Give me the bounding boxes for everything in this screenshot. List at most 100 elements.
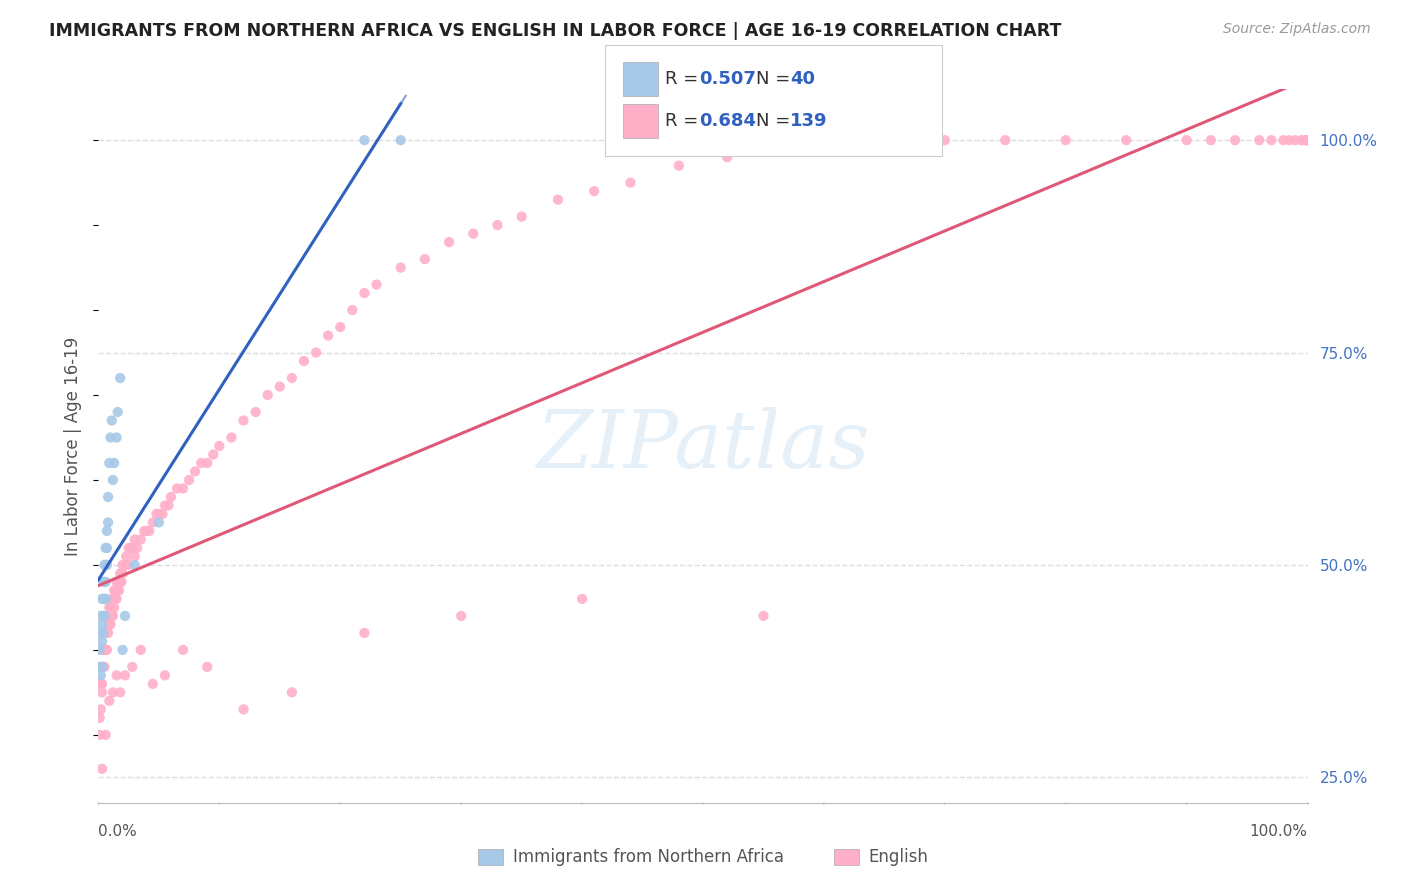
Point [510,210,533,224]
Point [716,150,738,164]
Point [134,524,156,538]
Point [121,660,143,674]
Point [1296,133,1319,147]
Point [342,303,364,318]
Point [91,591,114,606]
Text: N =: N = [756,112,796,130]
Point [366,277,388,292]
Point [152,507,174,521]
Point [450,608,472,623]
Point [105,430,128,444]
Point [135,524,157,538]
Point [94,626,117,640]
Text: ZIPatlas: ZIPatlas [536,408,870,484]
Point [124,549,146,564]
Point [1272,133,1295,147]
Point [114,668,136,682]
Point [91,660,114,674]
Point [89,660,111,674]
Legend: Immigrants from Northern Africa, English: Immigrants from Northern Africa, English [471,842,935,873]
Point [91,660,114,674]
Point [94,574,117,589]
Point [103,600,125,615]
Point [232,413,254,427]
Point [105,668,128,682]
Text: R =: R = [665,70,704,88]
Point [172,643,194,657]
Point [1223,133,1246,147]
Point [90,677,112,691]
Point [89,643,111,657]
Point [619,176,641,190]
Point [195,660,218,674]
Point [98,600,121,615]
Point [101,685,124,699]
Point [486,218,509,232]
Point [1296,133,1319,147]
Point [389,133,412,147]
Point [765,142,787,156]
Point [101,591,124,606]
Text: IMMIGRANTS FROM NORTHERN AFRICA VS ENGLISH IN LABOR FORCE | AGE 16-19 CORRELATIO: IMMIGRANTS FROM NORTHERN AFRICA VS ENGLI… [49,22,1062,40]
Point [100,591,122,606]
Point [103,583,125,598]
Point [148,516,170,530]
Point [138,524,160,538]
Point [91,608,114,623]
Point [145,507,167,521]
Text: 100.0%: 100.0% [1250,824,1308,839]
Point [90,626,112,640]
Text: 0.0%: 0.0% [98,824,138,839]
Point [100,413,122,427]
Point [120,541,142,555]
Point [108,371,131,385]
Point [101,473,124,487]
Point [94,541,117,555]
Point [91,677,114,691]
Point [221,430,243,444]
Point [172,482,194,496]
Point [1294,133,1316,147]
Point [94,728,117,742]
Point [179,473,201,487]
Point [111,558,134,572]
Point [111,566,134,581]
Y-axis label: In Labor Force | Age 16-19: In Labor Force | Age 16-19 [65,336,83,556]
Point [107,405,129,419]
Point [94,558,117,572]
Point [107,574,129,589]
Point [93,574,115,589]
Point [1054,133,1077,147]
Text: 40: 40 [790,70,815,88]
Point [547,193,569,207]
Point [195,456,218,470]
Point [93,660,115,674]
Point [104,591,127,606]
Point [97,516,120,530]
Text: 0.507: 0.507 [699,70,755,88]
Point [1296,133,1319,147]
Point [91,626,114,640]
Point [103,456,125,470]
Point [98,617,121,632]
Point [90,608,112,623]
Text: 139: 139 [790,112,828,130]
Point [245,405,267,419]
Point [184,465,207,479]
Point [124,533,146,547]
Point [305,345,328,359]
Point [100,617,122,632]
Point [190,456,212,470]
Text: R =: R = [665,112,704,130]
Point [1296,133,1319,147]
Point [91,762,114,776]
Point [98,456,121,470]
Point [108,685,131,699]
Point [142,677,165,691]
Point [129,533,152,547]
Point [353,133,375,147]
Point [100,430,122,444]
Point [96,626,118,640]
Point [437,235,460,249]
Point [232,702,254,716]
